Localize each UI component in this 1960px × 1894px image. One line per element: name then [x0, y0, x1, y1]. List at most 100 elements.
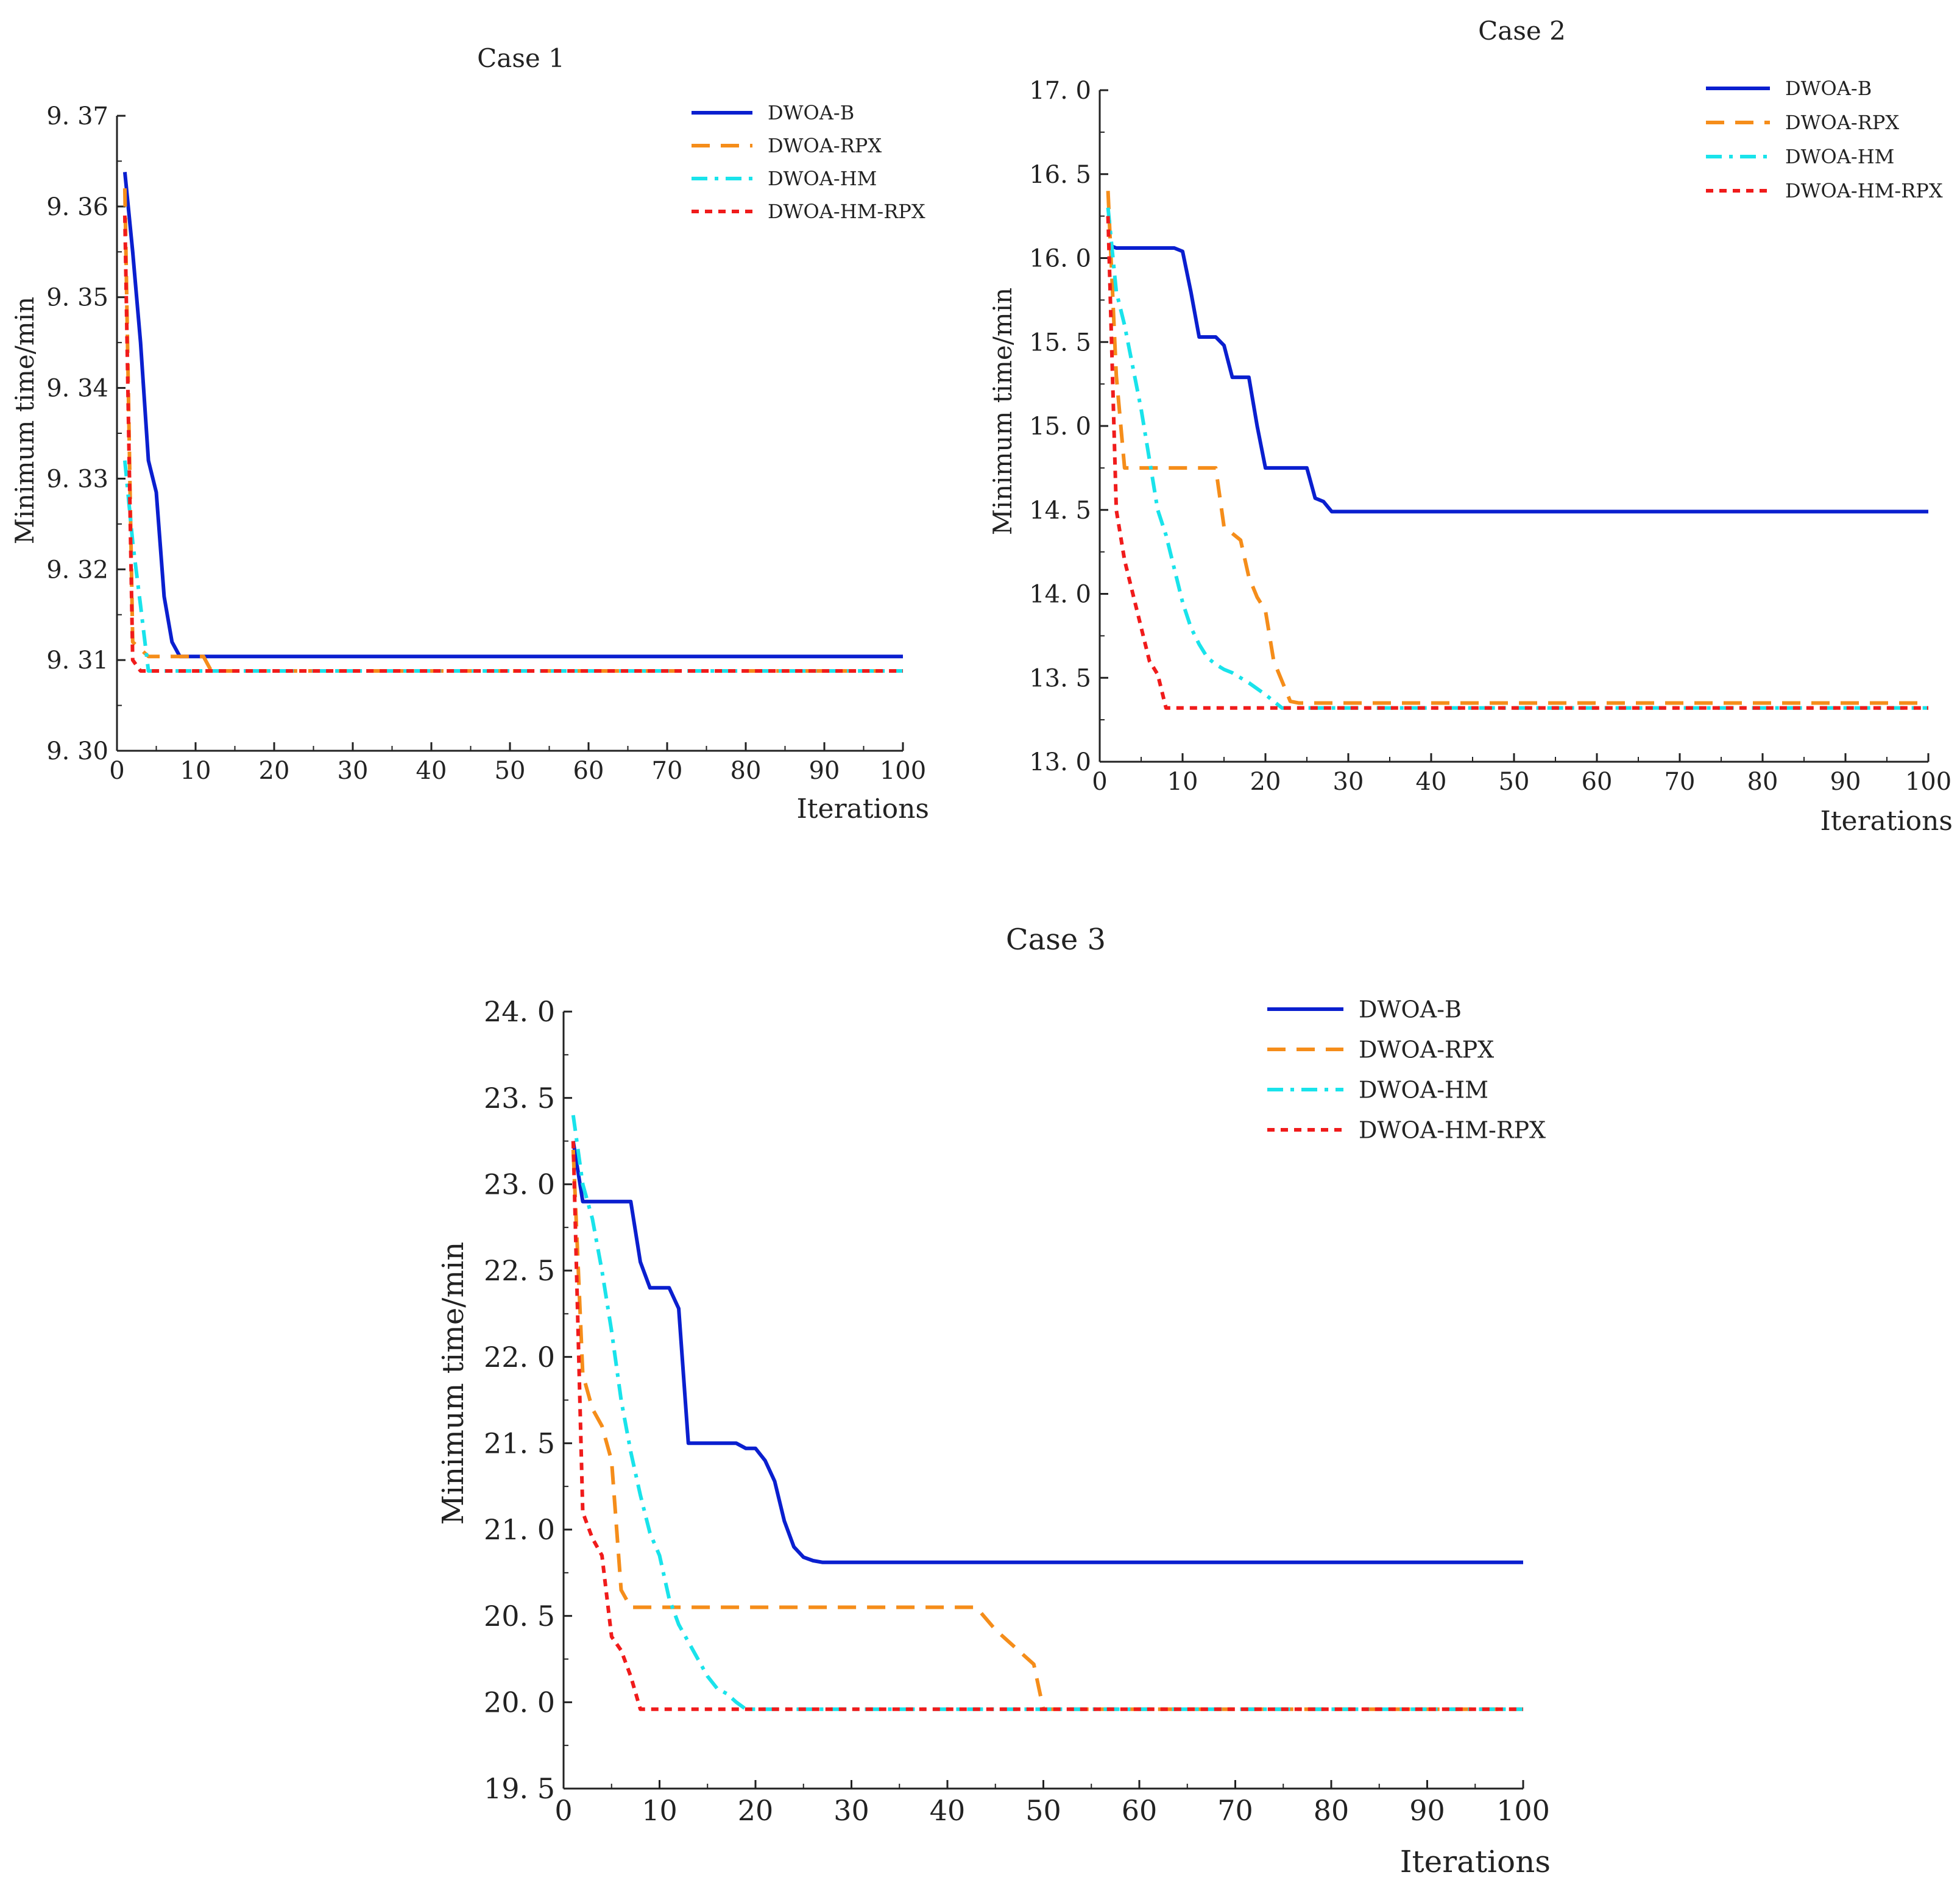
y-tick-label: 9. 35 [46, 284, 108, 312]
x-tick-label: 100 [1496, 1794, 1550, 1827]
legend-label: DWOA-HM [1785, 145, 1894, 168]
y-tick-label: 14. 5 [1029, 497, 1091, 525]
y-tick-label: 9. 36 [46, 193, 108, 221]
x-tick-label: 80 [1747, 768, 1778, 796]
legend-label: DWOA-HM [1359, 1076, 1488, 1103]
x-tick-label: 70 [1217, 1794, 1253, 1827]
x-tick-label: 90 [1830, 768, 1861, 796]
legend-label: DWOA-RPX [1359, 1036, 1494, 1063]
legend-label: DWOA-HM-RPX [768, 200, 925, 223]
legend: DWOA-B DWOA-RPX DWOA-HM DWOA-HM-RPX [1706, 77, 1943, 202]
series-line-dwoa-hm-rpx [571, 1141, 1523, 1711]
chart-1: Case 1 0 10 20 30 40 50 60 70 80 90 100 9. 30 9. 31 9.… [10, 43, 929, 825]
x-tick-label: 70 [1665, 768, 1696, 796]
chart-title: Case 1 [477, 43, 565, 73]
series-line-dwoa-rpx [122, 188, 903, 673]
x-tick-label: 60 [573, 757, 604, 785]
series-line-dwoa-b [571, 1141, 1523, 1564]
y-tick-label: 9. 34 [46, 375, 108, 403]
legend-label: DWOA-HM [768, 167, 877, 190]
y-tick-label: 9. 31 [46, 647, 108, 675]
legend-label: DWOA-RPX [1785, 111, 1899, 134]
x-tick-label: 30 [338, 757, 369, 785]
y-tick-label: 15. 0 [1029, 413, 1091, 441]
y-tick-label: 13. 5 [1029, 664, 1091, 692]
y-tick-label: 13. 0 [1029, 748, 1091, 776]
y-axis-label: Minimum time/min [988, 288, 1017, 535]
legend-label: DWOA-B [1359, 996, 1462, 1023]
x-tick-label: 0 [109, 757, 124, 785]
y-tick-label: 19. 5 [484, 1772, 555, 1805]
chart-title: Case 2 [1478, 16, 1566, 46]
x-tick-label: 10 [180, 757, 211, 785]
series-line-dwoa-hm [1106, 207, 1928, 710]
x-tick-label: 70 [652, 757, 683, 785]
y-tick-label: 9. 37 [46, 102, 108, 130]
x-tick-label: 60 [1582, 768, 1613, 796]
x-tick-label: 50 [1499, 768, 1530, 796]
x-tick-label: 90 [809, 757, 840, 785]
legend-label: DWOA-B [768, 101, 854, 124]
x-tick-label: 40 [416, 757, 447, 785]
x-tick-label: 100 [880, 757, 926, 785]
y-tick-label: 15. 5 [1029, 328, 1091, 356]
legend: DWOA-B DWOA-RPX DWOA-HM DWOA-HM-RPX [692, 101, 925, 223]
chart-title: Case 3 [1006, 923, 1106, 957]
x-tick-label: 30 [833, 1794, 869, 1827]
x-tick-label: 20 [259, 757, 290, 785]
series-line-dwoa-hm [122, 460, 903, 673]
x-tick-label: 40 [930, 1794, 966, 1827]
chart-2: Case 2 0 10 20 30 40 50 60 70 80 90 100 13. 0 13. 5 14… [988, 16, 1953, 837]
y-tick-label: 20. 0 [484, 1686, 555, 1718]
legend: DWOA-B DWOA-RPX DWOA-HM DWOA-HM-RPX [1267, 996, 1546, 1143]
chart-3: Case 3 0 10 20 30 40 50 60 70 80 90 100 19. 5 20. 0 20… [436, 923, 1551, 1879]
y-tick-label: 24. 0 [484, 995, 555, 1028]
x-tick-label: 60 [1122, 1794, 1158, 1827]
legend-label: DWOA-HM-RPX [1359, 1116, 1546, 1143]
y-tick-label: 22. 0 [484, 1341, 555, 1374]
x-tick-label: 50 [495, 757, 526, 785]
legend-label: DWOA-HM-RPX [1785, 179, 1943, 202]
x-axis-label: Iterations [1400, 1844, 1551, 1879]
y-tick-label: 9. 33 [46, 465, 108, 493]
x-axis-label: Iterations [796, 793, 929, 825]
x-tick-label: 80 [1314, 1794, 1350, 1827]
y-tick-label: 14. 0 [1029, 581, 1091, 609]
x-tick-label: 20 [738, 1794, 774, 1827]
x-tick-label: 10 [642, 1794, 678, 1827]
y-tick-label: 22. 5 [484, 1254, 555, 1287]
x-tick-label: 0 [1092, 768, 1107, 796]
series-line-dwoa-hm-rpx [1106, 216, 1928, 710]
legend-label: DWOA-RPX [768, 134, 882, 157]
y-tick-label: 9. 32 [46, 556, 108, 584]
series-line-dwoa-rpx [1106, 191, 1928, 705]
x-tick-label: 40 [1416, 768, 1447, 796]
y-tick-label: 20. 5 [484, 1600, 555, 1633]
x-tick-label: 30 [1333, 768, 1364, 796]
x-axis-label: Iterations [1820, 806, 1953, 837]
y-axis-label: Minimum time/min [436, 1242, 470, 1525]
x-tick-label: 0 [554, 1794, 572, 1827]
legend-label: DWOA-B [1785, 77, 1872, 100]
y-axis-label: Minimum time/min [10, 297, 40, 544]
x-tick-label: 100 [1905, 768, 1951, 796]
x-tick-label: 50 [1025, 1794, 1061, 1827]
y-tick-label: 23. 0 [484, 1168, 555, 1201]
y-tick-label: 16. 0 [1029, 245, 1091, 273]
y-tick-label: 16. 5 [1029, 161, 1091, 189]
series-line-dwoa-rpx [571, 1149, 1523, 1711]
y-tick-label: 23. 5 [484, 1082, 555, 1115]
x-tick-label: 10 [1167, 768, 1198, 796]
y-tick-label: 17. 0 [1029, 77, 1091, 105]
series-line-dwoa-b [122, 172, 903, 659]
y-tick-label: 21. 0 [484, 1513, 555, 1546]
series-line-dwoa-hm-rpx [122, 215, 903, 673]
x-tick-label: 80 [731, 757, 762, 785]
x-tick-label: 90 [1409, 1794, 1445, 1827]
series-line-dwoa-hm [571, 1115, 1523, 1711]
y-tick-label: 9. 30 [46, 737, 108, 765]
x-tick-label: 20 [1250, 768, 1281, 796]
series-line-dwoa-b [1107, 243, 1928, 514]
y-tick-label: 21. 5 [484, 1427, 555, 1460]
